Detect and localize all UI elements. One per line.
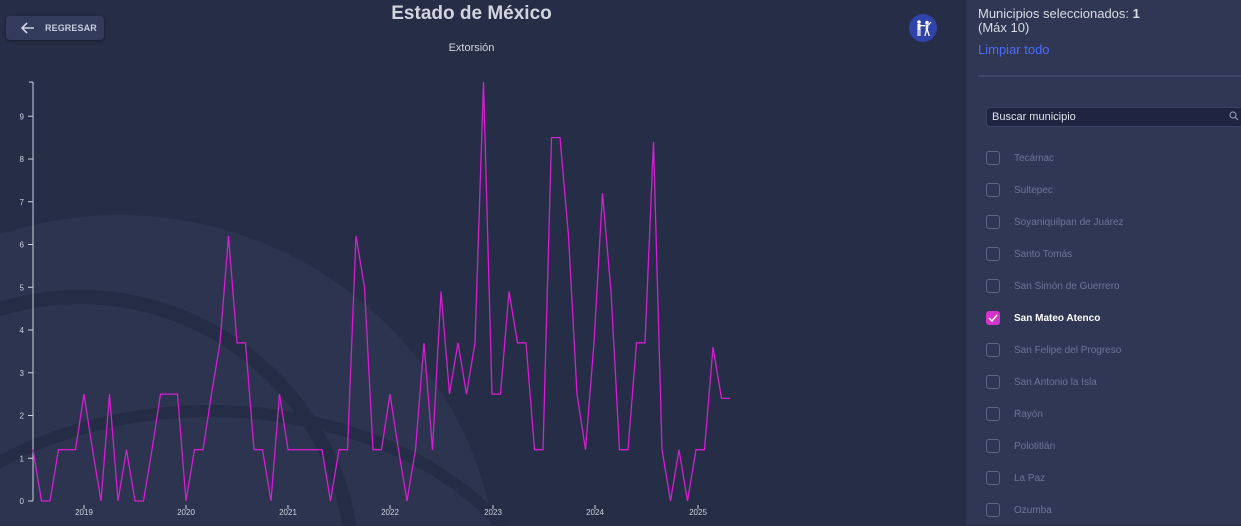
municipality-item[interactable]: San Simón de Guerrero xyxy=(986,270,1124,302)
municipality-item[interactable]: Tecámac xyxy=(986,142,1124,174)
municipality-label: Rayón xyxy=(1014,408,1043,420)
y-tick-label: 3 xyxy=(20,369,25,378)
municipality-label: La Paz xyxy=(1014,472,1046,484)
municipality-label: San Simón de Guerrero xyxy=(1014,280,1120,292)
municipality-label: Santo Tomás xyxy=(1014,248,1073,260)
y-tick-label: 6 xyxy=(20,241,25,250)
data-line xyxy=(32,81,730,502)
y-tick-label: 5 xyxy=(20,283,25,292)
x-tick-label: 2025 xyxy=(689,508,707,517)
y-tick-label: 9 xyxy=(20,112,25,121)
back-button[interactable]: REGRESAR xyxy=(6,16,104,40)
municipality-label: Ozumba xyxy=(1014,504,1052,516)
checkbox[interactable] xyxy=(986,279,1000,293)
checkbox[interactable] xyxy=(986,311,1000,325)
arrow-left-icon xyxy=(21,22,34,34)
municipality-label: Sultepec xyxy=(1014,184,1053,196)
checkbox[interactable] xyxy=(986,439,1000,453)
municipality-label: San Felipe del Progreso xyxy=(1014,344,1122,356)
municipality-item[interactable]: Ozumba xyxy=(986,494,1124,526)
municipality-item[interactable]: La Paz xyxy=(986,462,1124,494)
y-tick-label: 7 xyxy=(20,198,25,207)
y-tick-label: 4 xyxy=(20,326,25,335)
municipality-label: Polotitlán xyxy=(1014,440,1056,452)
x-tick-label: 2023 xyxy=(484,508,502,517)
y-tick-label: 8 xyxy=(20,155,25,164)
checkbox[interactable] xyxy=(986,503,1000,517)
municipality-item[interactable]: Polotitlán xyxy=(986,430,1124,462)
x-tick-label: 2024 xyxy=(586,508,604,517)
page-title: Estado de México xyxy=(391,3,552,24)
municipality-item[interactable]: San Mateo Atenco xyxy=(986,302,1124,334)
search-box xyxy=(986,107,1241,127)
municipality-item[interactable]: Sultepec xyxy=(986,174,1124,206)
municipality-item[interactable]: Santo Tomás xyxy=(986,238,1124,270)
municipality-item[interactable]: San Felipe del Progreso xyxy=(986,334,1124,366)
municipality-label: Tecámac xyxy=(1014,152,1055,164)
back-button-label: REGRESAR xyxy=(45,23,97,33)
clear-all-link[interactable]: Limpiar todo xyxy=(978,42,1050,57)
x-tick-label: 2020 xyxy=(177,508,195,517)
y-tick-label: 0 xyxy=(20,497,25,506)
search-input[interactable] xyxy=(987,110,1224,124)
search-icon[interactable] xyxy=(1229,111,1239,121)
x-tick-label: 2022 xyxy=(381,508,399,517)
y-tick-label: 2 xyxy=(20,412,25,421)
line-chart: 0 1 2 3 4 5 6 7 8 9 2019 2020 2021 2022 2023 2024 2025 xyxy=(20,81,730,517)
divider xyxy=(978,75,1241,77)
municipality-item[interactable]: Rayón xyxy=(986,398,1124,430)
y-tick-label: 1 xyxy=(20,454,25,463)
chart-area: REGRESAR Estado de México Extorsión 0 1 2 3… xyxy=(0,3,937,525)
checkbox[interactable] xyxy=(986,375,1000,389)
checkbox[interactable] xyxy=(986,407,1000,421)
municipality-item[interactable]: Soyaniquilpan de Juárez xyxy=(986,206,1124,238)
max-label: (Máx 10) xyxy=(978,20,1030,35)
checkbox[interactable] xyxy=(986,247,1000,261)
check-icon xyxy=(988,314,998,322)
extortion-icon xyxy=(909,14,937,42)
municipality-list: Tecámac Sultepec Soyaniquilpan de Juárez Sa… xyxy=(986,142,1124,526)
x-tick-label: 2021 xyxy=(279,508,297,517)
municipality-panel: Municipios seleccionados: 1 (Máx 10) Lim… xyxy=(966,0,1241,525)
chart-subtitle: Extorsión xyxy=(448,42,495,54)
x-tick-label: 2019 xyxy=(75,508,93,517)
municipality-label: Soyaniquilpan de Juárez xyxy=(1014,216,1124,228)
checkbox[interactable] xyxy=(986,215,1000,229)
checkbox[interactable] xyxy=(986,183,1000,197)
municipality-label: San Mateo Atenco xyxy=(1014,312,1101,324)
selected-count-label: Municipios seleccionados: 1 (Máx 10) xyxy=(978,6,1140,35)
checkbox[interactable] xyxy=(986,343,1000,357)
municipality-label: San Antonio la Isla xyxy=(1014,376,1097,388)
municipality-item[interactable]: San Antonio la Isla xyxy=(986,366,1124,398)
checkbox[interactable] xyxy=(986,151,1000,165)
checkbox[interactable] xyxy=(986,471,1000,485)
selected-count: 1 xyxy=(1132,6,1140,21)
